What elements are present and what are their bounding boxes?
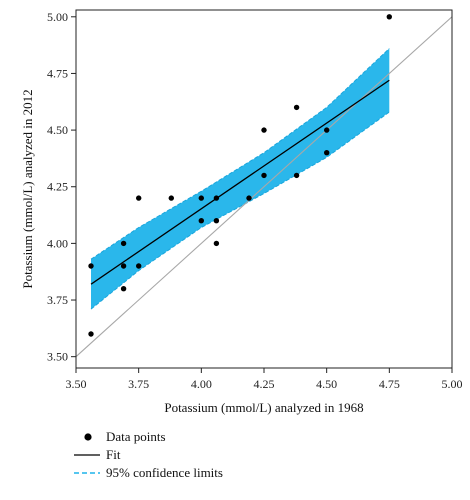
data-point xyxy=(293,104,300,111)
x-tick-label: 5.00 xyxy=(442,377,463,391)
confidence-band xyxy=(91,48,390,310)
data-point xyxy=(198,195,204,201)
legend-label-data-points: Data points xyxy=(106,429,166,444)
data-point xyxy=(120,286,127,292)
data-point xyxy=(120,240,127,247)
x-tick-label: 4.25 xyxy=(254,377,275,391)
x-tick-label: 4.75 xyxy=(379,377,400,391)
x-axis-title: Potassium (mmol/L) analyzed in 1968 xyxy=(164,400,363,415)
x-tick-label: 3.50 xyxy=(66,377,87,391)
x-tick-label: 4.50 xyxy=(316,377,337,391)
data-point xyxy=(213,195,220,201)
data-point xyxy=(88,331,94,337)
y-tick-label: 4.25 xyxy=(47,180,68,194)
y-tick-label: 4.75 xyxy=(47,66,68,80)
y-tick-label: 3.50 xyxy=(47,350,68,364)
line-layer xyxy=(76,16,452,358)
data-point xyxy=(168,195,174,201)
data-point xyxy=(198,218,204,224)
y-axis-title: Potassium (mmol/L) analyzed in 2012 xyxy=(20,89,35,288)
data-point xyxy=(120,263,127,269)
data-point xyxy=(213,240,220,247)
data-point xyxy=(246,195,252,201)
y-tick-label: 5.00 xyxy=(47,10,68,24)
data-points-layer xyxy=(88,14,392,337)
data-point xyxy=(324,150,330,156)
legend-label-confidence-limits: 95% confidence limits xyxy=(106,465,223,480)
y-tick-label: 4.00 xyxy=(47,236,68,250)
legend-data-points-marker xyxy=(84,433,92,441)
data-point xyxy=(136,195,142,201)
x-tick-label: 4.00 xyxy=(191,377,212,391)
data-point xyxy=(213,218,220,224)
data-point xyxy=(386,14,392,20)
data-point xyxy=(261,127,267,133)
data-point xyxy=(136,263,142,269)
y-tick-label: 4.50 xyxy=(47,123,68,137)
data-point xyxy=(88,263,94,269)
identity-line xyxy=(76,16,452,358)
legend-label-fit: Fit xyxy=(106,447,121,462)
confidence-limit-lower xyxy=(90,111,390,310)
data-point xyxy=(324,127,330,133)
legend: Data points Fit 95% confidence limits xyxy=(74,429,223,480)
confidence-limit-upper xyxy=(90,48,390,260)
data-point xyxy=(261,172,267,179)
axis-ticks: 3.50 3.75 4.00 4.25 4.50 4.75 5.00 3.50 3.75 4.00… xyxy=(47,10,463,391)
confidence-band-layer xyxy=(90,48,390,310)
x-tick-label: 3.75 xyxy=(128,377,149,391)
data-point xyxy=(293,172,300,179)
y-tick-label: 3.75 xyxy=(47,293,68,307)
fit-line xyxy=(90,79,390,285)
